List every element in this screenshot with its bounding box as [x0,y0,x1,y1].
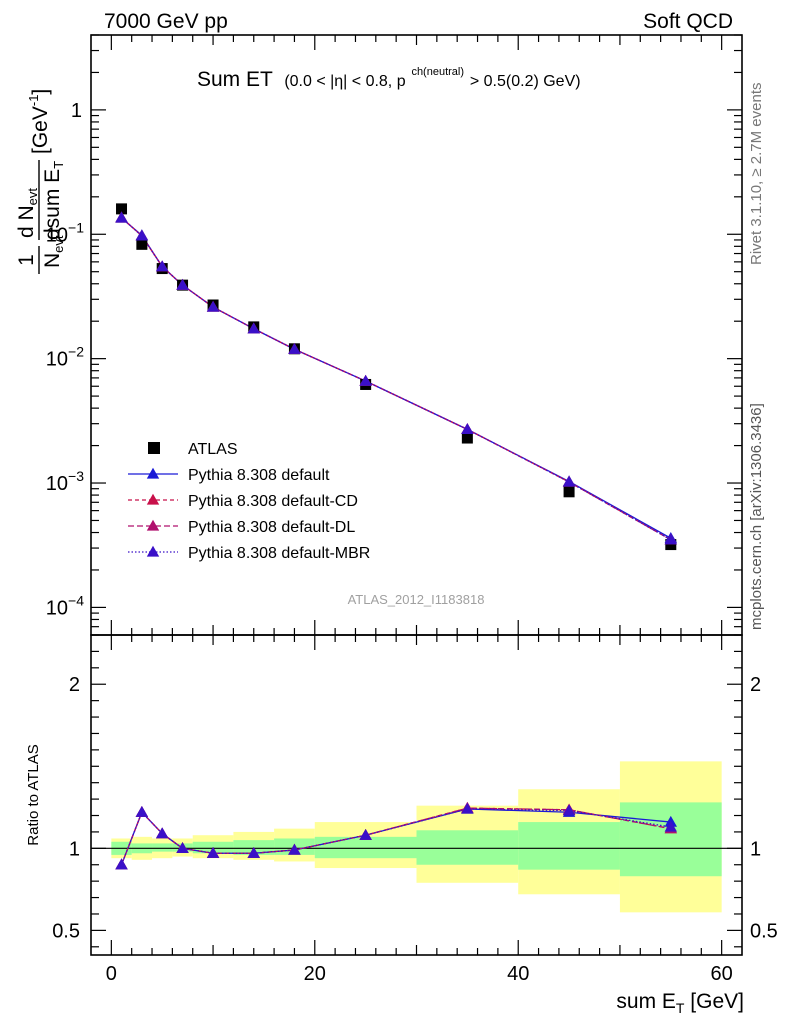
ratio-point-3 [206,847,220,858]
main-ytick-label: 10−4 [46,592,84,619]
mc-point-4 [461,423,474,435]
ratio-band-inner [619,802,722,877]
ratio-band-inner [152,843,173,852]
legend-marker-4 [146,545,160,557]
legend-marker-2 [146,493,160,505]
xtick-label: 60 [711,963,733,985]
data-point [563,486,575,498]
plot-title-cuts: (0.0 < |η| < 0.8, p [284,73,405,90]
main-ytick-label: 10−2 [46,344,84,371]
ratio-point-3 [288,843,301,855]
mc-point-4 [206,300,220,312]
ratio-ylabel: Ratio to ATLAS [25,744,42,845]
ratio-point-3 [156,827,169,839]
ylabel-frac2-num: d Nevt [15,188,40,238]
ratio-ytick-label-right: 1 [750,838,761,860]
legend-label-4: Pythia 8.308 default-MBR [188,545,370,562]
mc-point-4 [664,533,677,545]
ratio-ytick-label-right: 0.5 [750,920,778,942]
ylabel-frac1-num: 1 [15,254,38,266]
ratio-band-inner [518,822,620,870]
xtick-label: 40 [507,963,529,985]
main-axis-ticks: 1 10−1 10−2 10−3 10−4 [46,34,742,636]
ratio-ytick-label-right: 2 [750,674,761,696]
ratio-ytick-label-left: 2 [69,674,80,696]
legend: ATLAS Pythia 8.308 default Pythia 8.308 de… [128,441,370,562]
ratio-point-3 [359,829,372,840]
main-ytick-label: 1 [71,100,82,122]
mc-point-4 [135,229,149,241]
analysis-label: ATLAS_2012_I1183818 [348,592,485,607]
mc-point-4 [156,260,169,272]
rivet-label: Rivet 3.1.10, ≥ 2.7M events [748,83,765,266]
legend-label-1: Pythia 8.308 default [188,467,330,484]
main-series-line-4 [121,217,672,541]
header-right: Soft QCD [643,10,733,33]
ratio-panel: 0.5 0.51 12 20 20 40 60 [52,634,778,985]
ratio-band-inner [314,836,417,859]
ratio-point-3 [247,847,260,858]
mc-point-4 [176,278,189,290]
plot-title-cuts-end: > 0.5(0.2) GeV) [470,73,581,90]
mc-point-4 [359,374,372,386]
data-point [665,539,677,551]
main-ytick-label: 10−1 [46,219,84,246]
mc-point-4 [288,343,301,354]
main-series-line-1 [121,217,672,539]
ratio-axis-ticks: 0.5 0.51 12 20 20 40 60 [52,635,778,985]
ylabel-unit: [GeV-1] [26,89,52,154]
plot-title-cuts-sup: ch(neutral) [411,66,464,78]
legend-label-3: Pythia 8.308 default-DL [188,519,355,536]
legend-label-2: Pythia 8.308 default-CD [188,493,358,510]
legend-label-0: ATLAS [188,441,238,458]
mc-point-4 [115,211,128,223]
ratio-ytick-label-left: 0.5 [52,920,80,942]
ratio-point-3 [461,802,474,814]
main-ylabel: 1 Nevt d Nevt dsum ET [GeV-1] [15,89,66,274]
ratio-point-3 [562,804,576,816]
main-plot-area [115,203,677,551]
header-left: 7000 GeV pp [104,10,228,33]
plot-title-main: Sum ET [197,68,273,91]
legend-marker-1 [146,467,160,479]
main-series-line-3 [121,217,672,541]
ratio-band-inner [416,830,519,865]
ratio-plot-area [91,761,742,913]
ratio-point-3 [664,820,677,832]
main-panel: 1 10−1 10−2 10−3 10−4 [46,34,743,636]
legend-marker-data [148,442,160,454]
ylabel-frac2-den: dsum ET [41,161,66,240]
main-ytick-label: 10−3 [46,468,84,495]
legend-marker-3 [146,519,160,531]
data-point [461,432,473,444]
ratio-ytick-label-left: 1 [69,838,80,860]
xtick-label: 20 [304,963,326,985]
x-axis-label: sum ET [GeV] [616,990,744,1016]
ratio-point-3 [115,858,128,870]
plot-title: Sum ET (0.0 < |η| < 0.8, p ch(neutral) >… [197,57,581,91]
data-point [136,238,148,250]
mc-point-4 [247,322,260,334]
ylabel-frac1-den: Nevt [41,235,66,268]
ratio-point-3 [176,842,189,853]
main-series-line-2 [121,217,672,541]
mcplots-label: mcplots.cern.ch [arXiv:1306.3436] [748,403,765,630]
ratio-point-3 [135,806,149,817]
xtick-label: 0 [106,963,117,985]
mc-point-4 [562,475,576,487]
data-point [116,203,128,215]
